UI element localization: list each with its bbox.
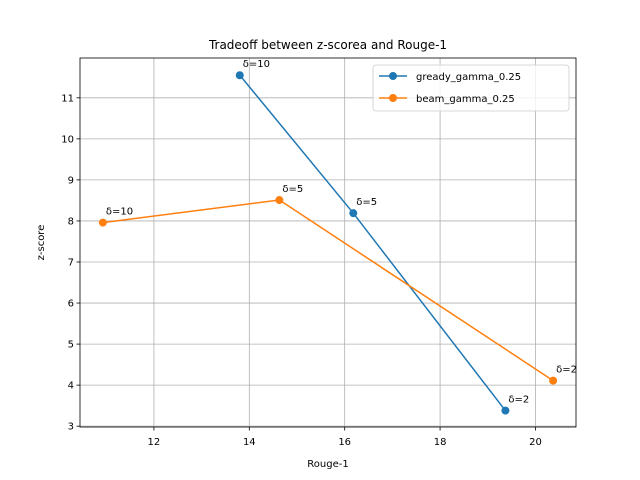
point-annotation: δ=2	[508, 395, 529, 406]
x-tick-label: 18	[434, 437, 447, 448]
legend-marker	[389, 72, 397, 80]
x-tick-label: 20	[529, 437, 542, 448]
legend-box	[372, 64, 570, 112]
point-annotation: δ=5	[282, 184, 303, 195]
data-point	[501, 406, 510, 415]
y-tick-label: 7	[68, 257, 74, 268]
y-tick-label: 8	[68, 216, 74, 227]
legend: gready_gamma_0.25 beam_gamma_0.25	[372, 64, 570, 112]
data-point	[549, 376, 558, 385]
plot-area	[80, 58, 576, 427]
data-point	[98, 218, 107, 227]
point-annotation: δ=2	[556, 365, 577, 376]
point-annotation: δ=10	[243, 59, 270, 70]
y-tick-label: 11	[61, 93, 74, 104]
legend-marker	[389, 94, 397, 102]
y-axis-label: z-score	[36, 225, 47, 261]
x-tick-label: 14	[243, 437, 256, 448]
data-point	[275, 196, 284, 205]
x-tick-label: 12	[148, 437, 161, 448]
x-axis-label: Rouge-1	[307, 459, 348, 470]
y-tick-label: 3	[68, 422, 74, 433]
legend-label: gready_gamma_0.25	[416, 72, 521, 83]
x-tick-label: 16	[338, 437, 351, 448]
point-annotations: δ=10 δ=5 δ=2 δ=10 δ=5 δ=2	[106, 59, 577, 405]
point-annotation: δ=10	[106, 207, 133, 218]
y-tick-label: 9	[68, 175, 74, 186]
series-layer	[98, 71, 558, 415]
axis-ticks: 12 14 16 18 20 3 4 5 6 7 8 9 10 11	[61, 93, 542, 448]
y-tick-label: 5	[68, 340, 74, 351]
y-tick-label: 10	[61, 134, 74, 145]
data-point	[349, 209, 358, 218]
y-tick-label: 6	[68, 299, 74, 310]
point-annotation: δ=5	[356, 197, 377, 208]
y-tick-label: 4	[68, 381, 74, 392]
data-point	[235, 71, 244, 80]
legend-label: beam_gamma_0.25	[416, 94, 515, 105]
plot-frame	[79, 57, 577, 428]
chart-title: Tradeoff between z-scorea and Rouge-1	[208, 38, 447, 52]
